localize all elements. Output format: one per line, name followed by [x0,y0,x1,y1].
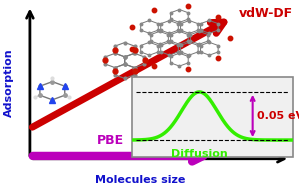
Text: 0.05 eV: 0.05 eV [257,111,299,121]
Text: Adsorption: Adsorption [4,49,14,118]
Text: PBE: PBE [97,134,124,147]
Bar [132,77,293,157]
Text: Molecules size: Molecules size [95,175,186,185]
Text: Diffusion: Diffusion [171,149,228,159]
Text: vdW-DF: vdW-DF [239,7,293,20]
